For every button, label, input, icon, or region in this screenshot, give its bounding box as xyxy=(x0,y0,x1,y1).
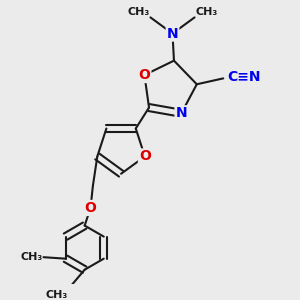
Text: N: N xyxy=(176,106,187,120)
Text: C≡N: C≡N xyxy=(228,70,261,85)
Text: N: N xyxy=(167,27,178,40)
Text: O: O xyxy=(85,201,97,215)
Text: CH₃: CH₃ xyxy=(128,7,150,16)
Text: O: O xyxy=(139,149,151,164)
Text: CH₃: CH₃ xyxy=(20,252,43,262)
Text: CH₃: CH₃ xyxy=(45,290,68,300)
Text: CH₃: CH₃ xyxy=(195,7,218,16)
Text: O: O xyxy=(139,68,150,82)
